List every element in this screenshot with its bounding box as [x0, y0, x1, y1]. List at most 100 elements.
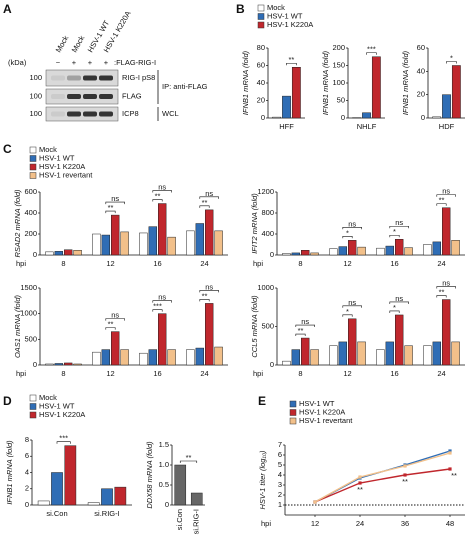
point — [313, 500, 316, 503]
y-tick-label: 0 — [25, 500, 29, 509]
blot-band — [67, 76, 81, 81]
blot-band — [99, 76, 113, 81]
x-tick-label: si.RIG-I — [94, 509, 119, 518]
y-tick-label: 0 — [261, 113, 265, 122]
bar — [74, 364, 82, 365]
y-tick-label: 0 — [270, 360, 274, 369]
bar — [442, 208, 450, 255]
bar — [149, 350, 157, 365]
blot-column: Mock — [54, 34, 71, 54]
bar — [149, 227, 157, 255]
bar — [92, 234, 100, 255]
bar — [301, 250, 309, 255]
bar — [339, 247, 347, 255]
x-axis-label: hpi — [16, 259, 26, 268]
panel-letter: B — [236, 2, 245, 16]
y-axis-label: IFNB1 mRNA (fold) — [321, 50, 330, 115]
x-tick-label: si.Con — [175, 509, 184, 530]
bar — [358, 342, 366, 365]
bar — [301, 338, 309, 365]
blot-band — [99, 112, 113, 117]
bar — [111, 215, 119, 255]
x-tick-label: 8 — [298, 369, 302, 378]
y-tick-label: 800 — [261, 208, 274, 217]
bar — [362, 113, 370, 118]
panel-letter: A — [3, 2, 12, 16]
bar — [121, 350, 129, 365]
legend-swatch — [30, 173, 36, 179]
bar — [158, 204, 166, 255]
x-tick-label: 8 — [298, 259, 302, 268]
point — [403, 464, 406, 467]
bar — [45, 364, 53, 365]
y-tick-label: 0 — [341, 113, 345, 122]
bar — [433, 242, 441, 255]
bar — [292, 67, 300, 118]
y-tick-label: 400 — [24, 208, 37, 217]
bar — [423, 245, 431, 256]
bar — [55, 363, 63, 365]
bar — [405, 346, 413, 365]
sig-label: ** — [202, 198, 208, 207]
legend-swatch — [290, 418, 296, 424]
sig-label: ns — [348, 219, 356, 228]
bar — [191, 493, 202, 505]
bar — [452, 66, 460, 119]
y-axis-label: HSV-1 titer (log₁₀) — [258, 450, 267, 510]
sig-label: ns — [301, 317, 309, 326]
bar — [348, 240, 356, 255]
blot-group: IP: anti-FLAG — [162, 82, 208, 91]
bar — [74, 250, 82, 255]
blot-column: Mock — [70, 34, 87, 54]
bar — [442, 95, 450, 118]
x-axis-label: hpi — [253, 369, 263, 378]
x-tick-label: si.Con — [46, 509, 67, 518]
x-tick-label: 16 — [390, 259, 398, 268]
bar — [405, 248, 413, 255]
bar — [158, 314, 166, 365]
sig-label: ns — [348, 298, 356, 307]
y-tick-label: 100 — [332, 78, 345, 87]
sig-label: ns — [395, 294, 403, 303]
y-tick-label: 0 — [270, 250, 274, 259]
bar — [186, 231, 194, 255]
x-tick-label: 36 — [401, 519, 409, 528]
sig-label: ns — [111, 311, 119, 320]
y-axis-label: DDX58 mRNA (fold) — [145, 441, 154, 509]
x-tick-label: HFF — [279, 122, 294, 131]
sig-label: ** — [202, 291, 208, 300]
sig-label: * — [346, 228, 349, 237]
y-tick-label: 3 — [278, 480, 282, 489]
y-tick-label: 7 — [278, 440, 282, 449]
bar — [168, 237, 176, 255]
y-tick-label: 200 — [332, 43, 345, 52]
bar — [51, 473, 62, 506]
y-tick-label: 4 — [25, 467, 29, 476]
bar — [386, 246, 394, 255]
bar — [139, 353, 147, 365]
x-tick-label: 24 — [200, 259, 208, 268]
y-tick-label: 8 — [25, 435, 29, 444]
blot-marker: 100 — [29, 109, 42, 118]
panel-letter: E — [258, 394, 266, 408]
legend-swatch — [258, 22, 264, 28]
blot-sign: + — [72, 58, 77, 67]
bar — [423, 346, 431, 365]
y-axis-label: OAS1 mRNA (fold) — [13, 294, 22, 358]
bar — [282, 361, 290, 365]
y-axis-label: IFNB1 mRNA (fold) — [241, 50, 250, 115]
point — [448, 451, 451, 454]
bar — [358, 247, 366, 255]
bar — [215, 347, 223, 365]
legend-swatch — [30, 147, 36, 153]
x-tick-label: 8 — [61, 369, 65, 378]
y-tick-label: 5 — [278, 460, 282, 469]
sig-label: ns — [158, 183, 166, 192]
blot-band — [83, 94, 97, 99]
y-tick-label: 20 — [257, 95, 265, 104]
bar — [432, 117, 440, 118]
legend-swatch — [30, 156, 36, 162]
x-tick-label: 24 — [437, 369, 445, 378]
y-tick-label: 40 — [417, 66, 425, 75]
y-axis-label: IFNB1 mRNA (fold) — [5, 440, 14, 505]
